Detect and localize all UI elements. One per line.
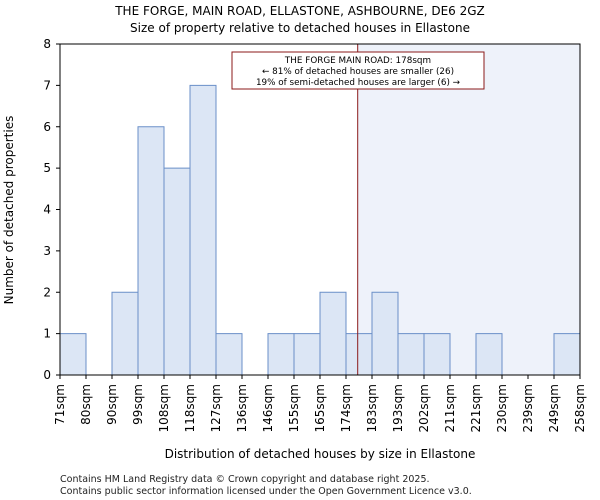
x-tick-label-258sqm: 258sqm [573, 384, 587, 432]
bar-90sqm [111, 291, 139, 376]
x-tick-label-108sqm: 108sqm [157, 384, 171, 432]
x-tick-label-165sqm: 165sqm [313, 384, 327, 432]
x-ticks: 71sqm 80sqm 90sqm 99sqm 108sqm 118sqm 127sqm 13… [53, 375, 587, 432]
chart-title: THE FORGE, MAIN ROAD, ELLASTONE, ASHBOUR… [114, 4, 485, 18]
x-tick-label-202sqm: 202sqm [417, 384, 431, 432]
y-ticks: 0 1 2 3 4 5 6 7 8 [43, 37, 60, 382]
bar-221sqm [475, 333, 503, 376]
y-tick-label-6: 6 [43, 120, 51, 134]
annotation-box: THE FORGE MAIN ROAD: 178sqm ← 81% of det… [231, 51, 485, 90]
x-tick-label-211sqm: 211sqm [443, 384, 457, 432]
y-tick-label-0: 0 [43, 368, 51, 382]
bar-118sqm [189, 84, 217, 376]
bar-155sqm [293, 333, 321, 376]
bar-165sqm [319, 291, 347, 376]
x-axis-label: Distribution of detached houses by size … [165, 447, 476, 461]
footer-line-2: Contains public sector information licen… [60, 486, 472, 497]
x-tick-label-71sqm: 71sqm [53, 384, 67, 425]
x-tick-label-193sqm: 193sqm [391, 384, 405, 432]
x-tick-label-239sqm: 239sqm [521, 384, 535, 432]
annotation-line-3: 19% of semi-detached houses are larger (… [256, 78, 460, 88]
x-tick-label-230sqm: 230sqm [495, 384, 509, 432]
x-tick-label-221sqm: 221sqm [469, 384, 483, 432]
bar-183sqm [371, 291, 399, 376]
y-tick-label-5: 5 [43, 161, 51, 175]
bar-202sqm [423, 333, 451, 376]
x-tick-label-90sqm: 90sqm [105, 384, 119, 425]
bar-99sqm [137, 126, 165, 376]
y-tick-label-4: 4 [43, 203, 51, 217]
x-tick-label-146sqm: 146sqm [261, 384, 275, 432]
chart-subtitle: Size of property relative to detached ho… [130, 21, 470, 35]
bar-127sqm [215, 333, 243, 376]
annotation-line-1: THE FORGE MAIN ROAD: 178sqm [284, 56, 431, 66]
footer-line-1: Contains HM Land Registry data © Crown c… [60, 474, 430, 485]
bar-193sqm [397, 333, 425, 376]
bar-174sqm [345, 333, 373, 376]
x-tick-label-174sqm: 174sqm [339, 384, 353, 432]
x-tick-label-249sqm: 249sqm [547, 384, 561, 432]
bar-249sqm [553, 333, 581, 376]
x-tick-label-118sqm: 118sqm [183, 384, 197, 432]
annotation-line-2: ← 81% of detached houses are smaller (26… [262, 67, 454, 77]
x-tick-label-127sqm: 127sqm [209, 384, 223, 432]
bar-146sqm [267, 333, 295, 376]
x-tick-label-136sqm: 136sqm [235, 384, 249, 432]
x-tick-label-155sqm: 155sqm [287, 384, 301, 432]
x-tick-label-183sqm: 183sqm [365, 384, 379, 432]
x-tick-label-99sqm: 99sqm [131, 384, 145, 425]
annotation-border [231, 51, 485, 90]
y-tick-label-2: 2 [43, 285, 51, 299]
y-axis-label: Number of detached properties [2, 116, 16, 305]
y-tick-label-1: 1 [43, 327, 51, 341]
bar-71sqm [59, 333, 87, 376]
x-tick-label-80sqm: 80sqm [79, 384, 93, 425]
bar-108sqm [163, 167, 191, 376]
y-tick-label-8: 8 [43, 37, 51, 51]
y-tick-label-3: 3 [43, 244, 51, 258]
bars-group [59, 84, 581, 376]
y-tick-label-7: 7 [43, 78, 51, 92]
